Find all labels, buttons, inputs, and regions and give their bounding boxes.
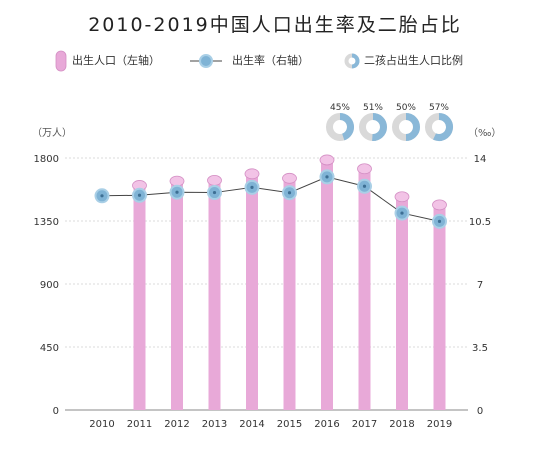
legend-second-child-ring-share — [351, 53, 360, 69]
rate-point-dot-2017 — [362, 184, 367, 188]
right-tick-label: 7 — [477, 280, 483, 291]
rate-point-dot-2012 — [175, 190, 179, 194]
donut-share-2019 — [433, 113, 453, 141]
bar-2011 — [133, 185, 146, 410]
x-tick-label: 2013 — [202, 419, 227, 430]
left-tick-label: 900 — [40, 280, 59, 291]
rate-point-dot-2015 — [287, 191, 292, 195]
legend-births-swatch — [55, 50, 67, 72]
axis-ticks: 0 0 450 3.5 900 7 1350 10.5 1800 14 2010 2011 2012 20… — [34, 154, 492, 430]
x-tick-label: 2015 — [277, 419, 302, 430]
rate-point-dot-2016 — [325, 175, 329, 179]
bar-2019 — [433, 204, 446, 410]
bar-2015 — [283, 178, 296, 410]
donut-share-2018 — [405, 113, 420, 141]
right-axis-unit: （‰） — [468, 127, 501, 139]
left-tick-label: 1800 — [34, 154, 59, 165]
left-tick-label: 1350 — [34, 217, 59, 228]
x-tick-label: 2017 — [352, 419, 377, 430]
rate-point-dot-2018 — [400, 211, 404, 215]
right-tick-label: 3.5 — [472, 343, 488, 354]
birth-bars — [132, 154, 447, 410]
bar-2016 — [321, 159, 333, 410]
bar-2017 — [358, 168, 371, 410]
legend-rate-label: 出生率（右轴） — [232, 53, 309, 67]
bar-2012 — [171, 181, 183, 410]
legend-rate-marker — [199, 54, 213, 68]
rate-polyline — [101, 176, 440, 222]
donut-share-2017 — [372, 113, 387, 141]
second-child-donuts: 45% 51% 50% 57% — [326, 103, 453, 141]
legend-second-child-label: 二孩占出生人口比例 — [364, 53, 463, 67]
chart-title: 2010-2019中国人口出生率及二胎占比 — [88, 14, 462, 36]
second-child-label-2017: 51% — [363, 103, 383, 113]
bar-cap-2019 — [432, 199, 447, 211]
bar-cap-2018 — [394, 191, 410, 203]
bar-cap-2015 — [282, 172, 297, 184]
x-tick-label: 2016 — [314, 419, 339, 430]
x-tick-label: 2010 — [89, 419, 114, 430]
second-child-label-2019: 57% — [429, 103, 449, 113]
bar-2014 — [246, 173, 258, 410]
x-tick-label: 2012 — [164, 419, 189, 430]
left-axis-unit: （万人） — [32, 127, 72, 139]
birth-rate-line — [94, 169, 447, 229]
donut-share-2016 — [339, 113, 354, 141]
right-tick-label: 10.5 — [469, 217, 491, 228]
right-tick-label: 14 — [474, 154, 487, 165]
bar-cap-2016 — [319, 154, 335, 166]
rate-point-dot-2019 — [437, 219, 442, 223]
x-tick-label: 2018 — [389, 419, 414, 430]
legend-rate: 出生率（右轴） — [190, 53, 309, 68]
legend: 出生人口（左轴） 出生率（右轴） 二孩占出生人口比例 — [55, 50, 463, 72]
left-tick-label: 0 — [53, 406, 59, 417]
rate-point-dot-2011 — [137, 193, 142, 197]
left-tick-label: 450 — [40, 343, 59, 354]
second-child-label-2018: 50% — [396, 103, 416, 113]
bar-cap-2014 — [244, 168, 260, 180]
rate-point-dot-2014 — [250, 185, 254, 189]
x-tick-label: 2014 — [239, 419, 264, 430]
legend-births: 出生人口（左轴） — [55, 50, 160, 72]
rate-point-dot-2013 — [212, 190, 217, 195]
bar-2013 — [208, 180, 221, 410]
right-tick-label: 0 — [477, 406, 483, 417]
x-tick-label: 2019 — [427, 419, 452, 430]
legend-second-child: 二孩占出生人口比例 — [344, 53, 463, 69]
legend-births-label: 出生人口（左轴） — [72, 53, 160, 67]
bar-cap-2012 — [169, 175, 185, 187]
second-child-label-2016: 45% — [330, 103, 350, 113]
rate-point-dot-2010 — [100, 194, 104, 198]
bar-cap-2017 — [357, 163, 372, 175]
bar-2018 — [396, 196, 408, 410]
bar-cap-2013 — [207, 174, 222, 186]
x-tick-label: 2011 — [127, 419, 152, 430]
